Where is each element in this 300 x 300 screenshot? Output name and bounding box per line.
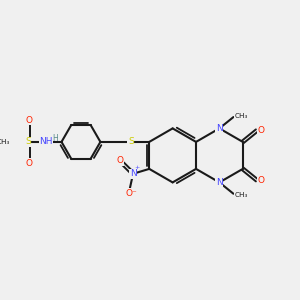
Text: CH₃: CH₃	[0, 139, 11, 145]
Text: O: O	[25, 116, 32, 125]
Text: O: O	[258, 176, 265, 185]
Text: CH₃: CH₃	[235, 113, 248, 119]
Text: S: S	[128, 137, 134, 146]
Text: H: H	[52, 134, 58, 143]
Text: O: O	[258, 126, 265, 135]
Text: N: N	[216, 124, 223, 133]
Text: O⁻: O⁻	[125, 189, 137, 198]
Text: S: S	[25, 137, 31, 146]
Text: N: N	[216, 178, 223, 187]
Text: +: +	[134, 165, 140, 170]
Text: NH: NH	[39, 137, 53, 146]
Text: O: O	[117, 156, 124, 165]
Text: O: O	[25, 159, 32, 168]
Text: N: N	[130, 169, 136, 178]
Text: CH₃: CH₃	[235, 192, 248, 198]
